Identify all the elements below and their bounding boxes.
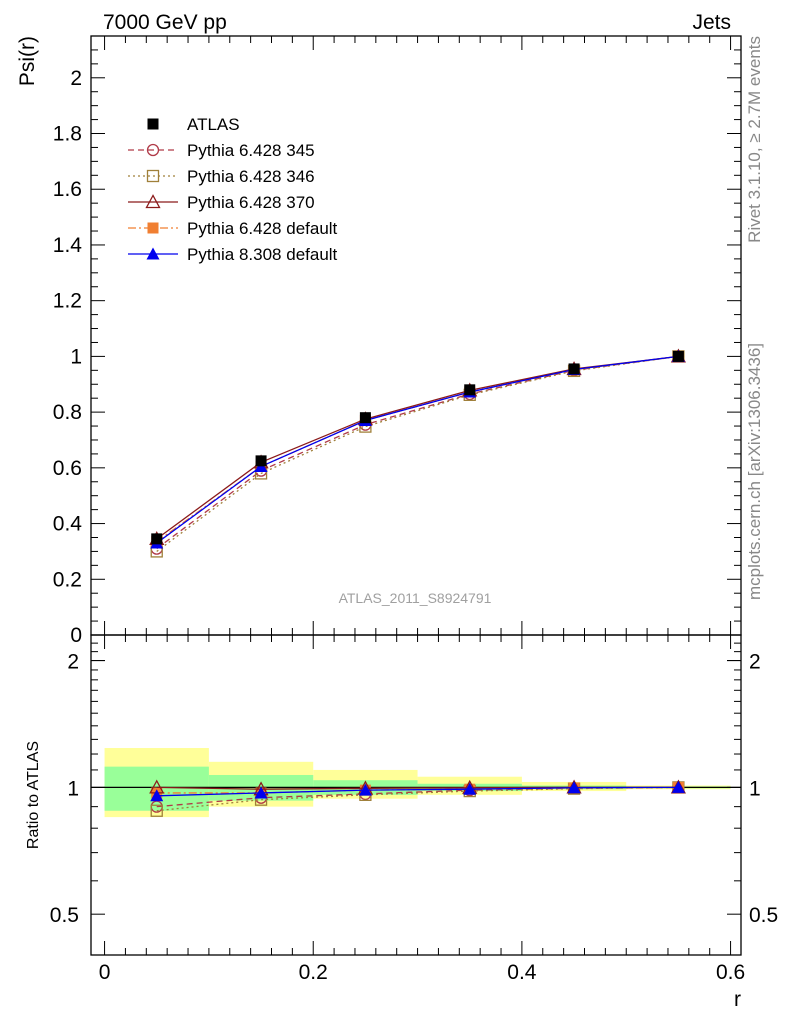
plot-frames (90, 35, 742, 956)
main-series-group (149, 348, 686, 558)
series-4-main (151, 350, 684, 548)
series-1-main (150, 350, 685, 555)
main-y-tick-label: 0.4 (53, 513, 83, 536)
main-y-tick-label: 2 (70, 67, 82, 90)
header-right-label: Jets (692, 11, 731, 34)
main-y-tick-label: 1.4 (53, 234, 83, 257)
series-5-ratio-line (156, 786, 679, 797)
main-y-tick-label: 1 (70, 345, 82, 368)
legend-label: ATLAS (187, 115, 240, 134)
legend: ATLAS Pythia 6.428 345 Pythia 6.428 346 Pyt… (128, 115, 338, 264)
ratio-plot-frame (90, 634, 742, 956)
x-tick-label: 0.6 (716, 961, 745, 984)
series-4-line (156, 355, 679, 543)
legend-marker (147, 118, 159, 130)
legend-entry: ATLAS (147, 115, 240, 134)
legend-entry: Pythia 8.308 default (128, 245, 338, 264)
main-y-axis-label: Psi(r) (16, 36, 39, 86)
ratio-y-tick-label: 2 (67, 651, 79, 674)
analysis-watermark: ATLAS_2011_S8924791 (339, 590, 492, 606)
series-0-point (255, 455, 267, 467)
series-3-line (156, 355, 679, 540)
main-y-tick-label: 0.2 (53, 568, 82, 591)
series-0-point (672, 350, 684, 362)
series-0-point (464, 384, 476, 396)
series-2-line (156, 355, 679, 552)
legend-marker (145, 194, 161, 209)
series-5-line (156, 355, 679, 544)
series-5-main (150, 349, 685, 549)
legend-entry: Pythia 6.428 default (128, 219, 338, 238)
legend-label: Pythia 6.428 346 (187, 167, 315, 186)
main-y-tick-label: 1.6 (53, 178, 82, 201)
series-5-ratio-point (150, 789, 164, 802)
mcplots-label: mcplots.cern.ch [arXiv:1306.3436] (745, 343, 764, 600)
ratio-y-axis-label: Ratio to ATLAS (25, 741, 42, 849)
main-y-tick-label: 1.8 (53, 123, 82, 146)
legend-label: Pythia 6.428 345 (187, 141, 315, 160)
series-5-ratio (150, 780, 685, 802)
legend-entry: Pythia 6.428 370 (128, 193, 315, 212)
legend-marker (146, 247, 160, 260)
series-0-point (151, 533, 163, 545)
series-5-ratio-point (463, 782, 477, 795)
header-left-label: 7000 GeV pp (103, 11, 227, 34)
main-y-tick-label: 1.2 (53, 290, 82, 313)
series-2-main (150, 350, 685, 558)
x-axis-label: r (734, 988, 741, 1011)
series-1-line (156, 355, 679, 550)
series-3-main (149, 348, 686, 546)
ratio-y-tick-label-right: 2 (749, 651, 761, 674)
ratio-y-tick-label: 0.5 (50, 904, 79, 927)
x-tick-label: 0.2 (299, 961, 328, 984)
series-0-main (151, 350, 684, 545)
series-5-ratio-point (358, 783, 372, 796)
series-5-ratio-point (567, 781, 581, 794)
series-2-ratio-point (150, 804, 163, 817)
legend-marker (146, 169, 160, 183)
legend-entry: Pythia 6.428 346 (128, 167, 315, 186)
legend-label: Pythia 6.428 370 (187, 193, 315, 212)
rivet-version-label: Rivet 3.1.10, ≥ 2.7M events (745, 36, 764, 243)
ratio-y-tick-label-right: 0.5 (749, 904, 778, 927)
axis-ticks: 0 0.2 0.4 0.6 0.8 1 1.2 1.4 1.6 1.8 2 0 0.2 0.4 0.6 0.5… (50, 35, 778, 984)
main-y-tick-label: 0.8 (53, 401, 82, 424)
legend-marker (147, 222, 159, 234)
main-y-tick-label: 0.6 (53, 457, 82, 480)
series-0-point (568, 363, 580, 375)
series-0-point (359, 412, 371, 424)
x-tick-label: 0 (99, 961, 111, 984)
legend-label: Pythia 6.428 default (187, 219, 338, 238)
legend-marker (146, 143, 160, 157)
ratio-y-tick-label-right: 1 (749, 777, 761, 800)
ratio-y-tick-label: 1 (67, 777, 79, 800)
legend-entry: Pythia 6.428 345 (128, 141, 315, 160)
ratio-series-group (149, 779, 686, 817)
legend-label: Pythia 8.308 default (187, 245, 338, 264)
series-5-ratio-point (254, 786, 268, 799)
x-tick-label: 0.4 (507, 961, 537, 984)
main-y-tick-label: 0 (70, 624, 82, 647)
series-5-ratio-point (671, 780, 685, 793)
